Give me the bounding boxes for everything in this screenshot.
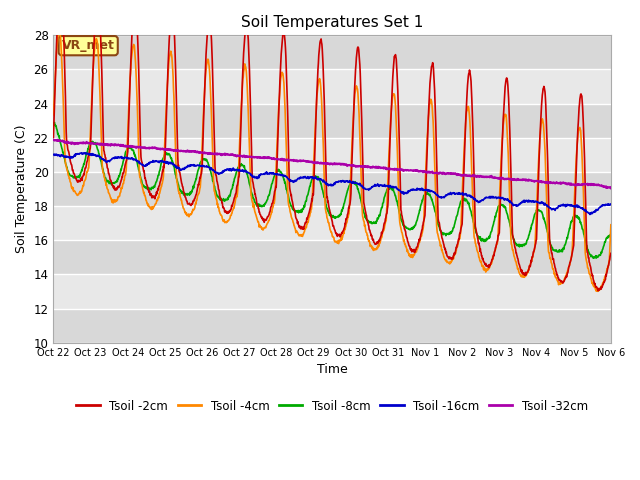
Title: Soil Temperatures Set 1: Soil Temperatures Set 1 [241,15,423,30]
Legend: Tsoil -2cm, Tsoil -4cm, Tsoil -8cm, Tsoil -16cm, Tsoil -32cm: Tsoil -2cm, Tsoil -4cm, Tsoil -8cm, Tsoi… [72,395,593,417]
Bar [53,240,611,275]
Bar [53,70,611,104]
Bar [53,309,611,343]
Bar [53,206,611,240]
Bar [53,275,611,309]
Text: VR_met: VR_met [62,39,115,52]
Bar [53,36,611,70]
Y-axis label: Soil Temperature (C): Soil Temperature (C) [15,125,28,253]
Bar [53,104,611,138]
X-axis label: Time: Time [317,363,348,376]
Bar [53,172,611,206]
Bar [53,138,611,172]
